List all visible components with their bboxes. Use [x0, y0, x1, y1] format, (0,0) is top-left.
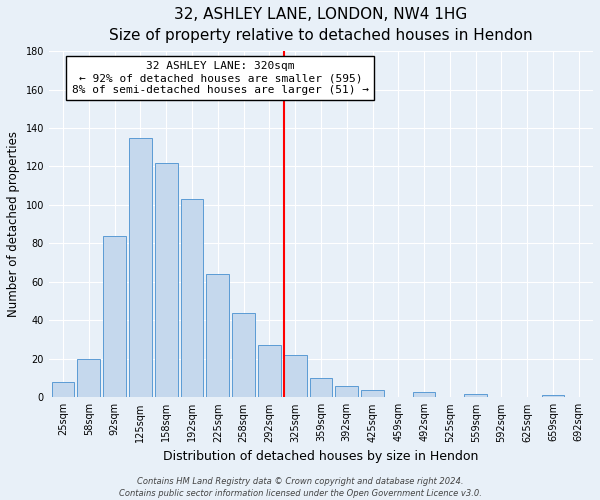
Bar: [232, 312, 255, 398]
Bar: [335, 386, 358, 398]
Bar: [284, 355, 307, 398]
Bar: [206, 274, 229, 398]
Text: Contains HM Land Registry data © Crown copyright and database right 2024.
Contai: Contains HM Land Registry data © Crown c…: [119, 476, 481, 498]
Bar: [181, 199, 203, 398]
Bar: [103, 236, 126, 398]
Y-axis label: Number of detached properties: Number of detached properties: [7, 131, 20, 317]
Text: 32 ASHLEY LANE: 320sqm
← 92% of detached houses are smaller (595)
8% of semi-det: 32 ASHLEY LANE: 320sqm ← 92% of detached…: [72, 62, 369, 94]
Bar: [361, 390, 384, 398]
Bar: [464, 394, 487, 398]
Bar: [310, 378, 332, 398]
Title: 32, ASHLEY LANE, LONDON, NW4 1HG
Size of property relative to detached houses in: 32, ASHLEY LANE, LONDON, NW4 1HG Size of…: [109, 7, 533, 43]
Bar: [542, 396, 565, 398]
X-axis label: Distribution of detached houses by size in Hendon: Distribution of detached houses by size …: [163, 450, 479, 463]
Bar: [258, 346, 281, 398]
Bar: [77, 359, 100, 398]
Bar: [129, 138, 152, 398]
Bar: [413, 392, 436, 398]
Bar: [155, 162, 178, 398]
Bar: [52, 382, 74, 398]
